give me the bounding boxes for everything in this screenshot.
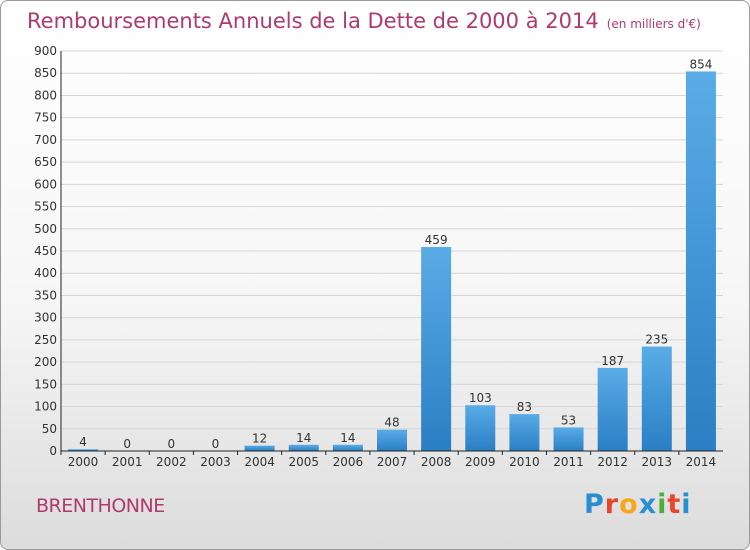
axes: 0501001502002503003504004505005506006507… bbox=[34, 44, 723, 469]
x-tick-label: 2005 bbox=[288, 455, 319, 469]
bar bbox=[332, 444, 363, 451]
bar-value-label: 12 bbox=[252, 432, 267, 446]
y-tick-label: 150 bbox=[34, 377, 57, 391]
bar bbox=[421, 247, 452, 451]
y-tick-label: 300 bbox=[34, 311, 57, 325]
logo-letter: i bbox=[681, 489, 692, 520]
bar-value-label: 459 bbox=[425, 233, 448, 247]
bar bbox=[553, 427, 584, 451]
bar-value-label: 103 bbox=[469, 391, 492, 405]
x-tick-label: 2011 bbox=[553, 455, 584, 469]
commune-name: BRENTHONNE bbox=[36, 495, 165, 517]
y-tick-label: 850 bbox=[34, 66, 57, 80]
bar-value-label: 53 bbox=[561, 413, 576, 427]
x-tick-label: 2014 bbox=[686, 455, 717, 469]
logo-letter: t bbox=[667, 489, 682, 520]
x-tick-label: 2000 bbox=[68, 455, 99, 469]
bar bbox=[509, 414, 540, 451]
bar-value-label: 0 bbox=[212, 437, 220, 451]
bar-value-label: 235 bbox=[645, 333, 668, 347]
y-tick-label: 0 bbox=[49, 444, 57, 458]
logo-letter: x bbox=[638, 489, 658, 520]
logo-letter: o bbox=[619, 489, 639, 520]
x-tick-label: 2013 bbox=[642, 455, 673, 469]
bar-value-label: 14 bbox=[340, 431, 355, 445]
x-tick-label: 2006 bbox=[333, 455, 364, 469]
y-tick-label: 600 bbox=[34, 177, 57, 191]
y-tick-label: 50 bbox=[42, 422, 57, 436]
chart-title-text: Remboursements Annuels de la Dette de 20… bbox=[27, 9, 599, 33]
x-tick-label: 2002 bbox=[156, 455, 187, 469]
logo-letter: r bbox=[604, 489, 620, 520]
bar-value-label: 0 bbox=[168, 437, 176, 451]
bar bbox=[685, 71, 716, 451]
y-tick-label: 550 bbox=[34, 200, 57, 214]
bar bbox=[641, 346, 672, 451]
x-tick-label: 2003 bbox=[200, 455, 231, 469]
chart-unit: (en milliers d'€) bbox=[606, 17, 701, 31]
y-tick-label: 700 bbox=[34, 133, 57, 147]
x-tick-label: 2009 bbox=[465, 455, 496, 469]
y-tick-label: 350 bbox=[34, 288, 57, 302]
bar bbox=[597, 367, 628, 451]
x-tick-label: 2007 bbox=[377, 455, 408, 469]
x-tick-label: 2010 bbox=[509, 455, 540, 469]
y-tick-label: 900 bbox=[34, 44, 57, 58]
bar-value-label: 48 bbox=[384, 416, 399, 430]
bar bbox=[288, 444, 319, 451]
x-tick-label: 2012 bbox=[597, 455, 628, 469]
x-tick-label: 2001 bbox=[112, 455, 143, 469]
bar bbox=[377, 429, 407, 451]
y-tick-label: 800 bbox=[34, 88, 57, 102]
bar bbox=[465, 405, 496, 451]
bar bbox=[244, 445, 275, 451]
bar bbox=[68, 449, 99, 451]
bar-value-label: 0 bbox=[123, 437, 131, 451]
y-tick-label: 750 bbox=[34, 111, 57, 125]
y-tick-label: 100 bbox=[34, 400, 57, 414]
bar-value-label: 4 bbox=[79, 435, 87, 449]
x-tick-label: 2008 bbox=[421, 455, 452, 469]
bar-value-label: 854 bbox=[689, 57, 712, 71]
bar-value-label: 14 bbox=[296, 431, 311, 445]
logo-letter: i bbox=[657, 489, 668, 520]
y-tick-label: 650 bbox=[34, 155, 57, 169]
bars: 4 0 0 0 12 14 14 48 459 103 83 53 187 235 854 bbox=[68, 57, 716, 451]
y-tick-label: 450 bbox=[34, 244, 57, 258]
y-tick-label: 200 bbox=[34, 355, 57, 369]
chart-title: Remboursements Annuels de la Dette de 20… bbox=[27, 9, 701, 33]
x-tick-label: 2004 bbox=[244, 455, 275, 469]
bar-value-label: 83 bbox=[517, 400, 532, 414]
y-tick-label: 400 bbox=[34, 266, 57, 280]
bar-value-label: 187 bbox=[601, 354, 624, 368]
logo-letter: P bbox=[584, 489, 605, 520]
proxiti-logo: Proxiti bbox=[584, 489, 692, 520]
y-tick-label: 250 bbox=[34, 333, 57, 347]
y-tick-label: 500 bbox=[34, 222, 57, 236]
